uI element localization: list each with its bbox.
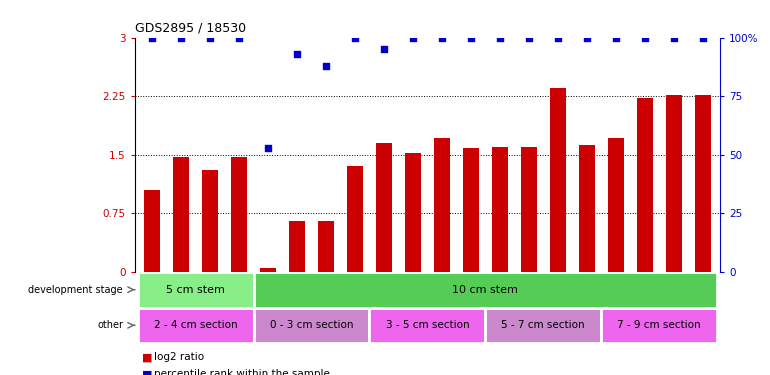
Point xyxy=(320,63,332,69)
Point xyxy=(262,145,274,151)
Bar xyxy=(138,272,253,308)
Point xyxy=(610,34,622,40)
Point xyxy=(523,34,535,40)
Bar xyxy=(253,272,717,308)
Point xyxy=(494,34,506,40)
Bar xyxy=(405,153,421,272)
Bar xyxy=(138,308,253,343)
Point xyxy=(696,34,708,40)
Bar xyxy=(521,147,537,272)
Bar xyxy=(665,95,681,272)
Bar xyxy=(253,308,370,343)
Text: other: other xyxy=(97,320,123,330)
Bar xyxy=(637,98,653,272)
Text: ■: ■ xyxy=(142,369,153,375)
Bar xyxy=(260,268,276,272)
Text: 5 cm stem: 5 cm stem xyxy=(166,285,225,295)
Point xyxy=(407,34,419,40)
Bar xyxy=(202,170,218,272)
Bar xyxy=(231,157,247,272)
Point xyxy=(146,34,159,40)
Text: development stage: development stage xyxy=(28,285,123,295)
Bar xyxy=(695,95,711,272)
Point xyxy=(291,51,303,57)
Text: 0 - 3 cm section: 0 - 3 cm section xyxy=(270,320,353,330)
Text: ■: ■ xyxy=(142,352,153,363)
Bar xyxy=(608,138,624,272)
Text: 3 - 5 cm section: 3 - 5 cm section xyxy=(386,320,469,330)
Bar xyxy=(318,221,334,272)
Bar xyxy=(434,138,450,272)
Bar xyxy=(485,308,601,343)
Point xyxy=(175,34,187,40)
Text: GDS2895 / 18530: GDS2895 / 18530 xyxy=(135,22,246,35)
Point xyxy=(638,34,651,40)
Text: 10 cm stem: 10 cm stem xyxy=(452,285,518,295)
Point xyxy=(668,34,680,40)
Text: 5 - 7 cm section: 5 - 7 cm section xyxy=(501,320,585,330)
Point xyxy=(581,34,593,40)
Point xyxy=(551,34,564,40)
Bar xyxy=(376,143,392,272)
Text: percentile rank within the sample: percentile rank within the sample xyxy=(154,369,330,375)
Point xyxy=(349,34,361,40)
Text: 2 - 4 cm section: 2 - 4 cm section xyxy=(154,320,237,330)
Point xyxy=(464,34,477,40)
Bar xyxy=(463,148,479,272)
Bar xyxy=(492,147,507,272)
Text: log2 ratio: log2 ratio xyxy=(154,352,204,363)
Bar xyxy=(144,190,160,272)
Bar xyxy=(550,88,566,272)
Point xyxy=(378,46,390,52)
Point xyxy=(233,34,245,40)
Point xyxy=(204,34,216,40)
Bar xyxy=(601,308,717,343)
Bar xyxy=(579,145,594,272)
Point xyxy=(436,34,448,40)
Bar xyxy=(289,221,305,272)
Text: 7 - 9 cm section: 7 - 9 cm section xyxy=(618,320,701,330)
Bar xyxy=(173,157,189,272)
Bar xyxy=(370,308,485,343)
Bar xyxy=(347,166,363,272)
